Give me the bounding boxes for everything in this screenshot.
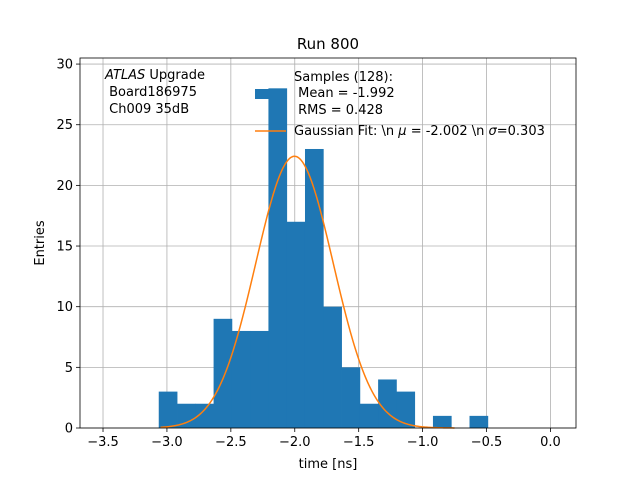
histogram-bar-6 — [268, 88, 288, 428]
histogram-bar-5 — [250, 330, 269, 428]
x-tick-label-7: 0.0 — [540, 435, 561, 450]
x-tick-label-0: −3.5 — [87, 435, 119, 450]
gaussian-fit-curve — [160, 155, 455, 429]
x-axis: −3.5 −3.0 −2.5 −2.0 −1.5 −1.0 −0.5 0.0 — [87, 428, 561, 450]
legend-samples-line-3: RMS = 0.428 — [294, 103, 383, 118]
histogram-bars — [158, 88, 489, 428]
x-axis-label: time [ns] — [299, 457, 358, 472]
histogram-bar-9 — [323, 306, 342, 428]
legend-samples-line-2: Mean = -1.992 — [294, 86, 395, 101]
legend-samples-swatch — [255, 89, 286, 99]
y-tick-label-4: 20 — [56, 179, 73, 194]
histogram-bar-13 — [396, 391, 416, 428]
y-tick-label-3: 15 — [56, 240, 73, 255]
chart-title: Run 800 — [297, 35, 359, 53]
legend: Samples (128): Mean = -1.992 RMS = 0.428… — [255, 70, 545, 139]
plot-area-frame — [79, 57, 577, 429]
y-axis-label: Entries — [33, 220, 48, 266]
atlas-annotation: ATLAS Upgrade Board186975 Ch009 35dB — [104, 68, 205, 117]
annotation-line-2: Board186975 — [105, 85, 197, 100]
y-tick-label-0: 0 — [65, 422, 73, 437]
y-tick-label-1: 5 — [65, 361, 73, 376]
x-tick-label-6: −0.5 — [471, 435, 503, 450]
x-tick-label-2: −2.5 — [215, 435, 247, 450]
histogram-bar-11 — [359, 403, 379, 428]
legend-fit-mid: = -2.002 \n — [407, 124, 489, 139]
x-tick-label-3: −2.0 — [279, 435, 311, 450]
atlas-italic-label: ATLAS — [104, 68, 145, 83]
annotation-upgrade: Upgrade — [145, 68, 205, 83]
histogram-bar-3 — [213, 318, 233, 428]
histogram-bar-12 — [378, 379, 397, 428]
y-tick-label-6: 30 — [56, 58, 73, 73]
histogram-bar-1 — [177, 403, 196, 428]
histogram-bar-15 — [432, 415, 452, 428]
annotation-line-3: Ch009 35dB — [105, 102, 189, 117]
legend-fit-suffix: =0.303 — [497, 124, 545, 139]
y-axis: 0 5 10 15 20 25 30 — [56, 58, 80, 437]
legend-fit-sigma: σ — [489, 124, 498, 139]
legend-fit-prefix: Gaussian Fit: \n — [294, 124, 398, 139]
histogram-bar-7 — [286, 221, 306, 428]
legend-fit-mu: μ — [397, 124, 406, 139]
y-tick-label-2: 10 — [56, 300, 73, 315]
histogram-bar-4 — [231, 330, 251, 428]
annotation-line-1: ATLAS Upgrade — [104, 68, 205, 83]
legend-fit-label: Gaussian Fit: \n μ = -2.002 \n σ=0.303 — [294, 124, 545, 139]
x-tick-label-4: −1.5 — [343, 435, 375, 450]
histogram-bar-2 — [195, 403, 214, 428]
x-tick-label-1: −3.0 — [151, 435, 183, 450]
x-tick-label-5: −1.0 — [407, 435, 439, 450]
histogram-bar-0 — [158, 391, 178, 428]
histogram-bar-17 — [469, 415, 489, 428]
histogram-bar-8 — [304, 148, 324, 428]
legend-samples-line-1: Samples (128): — [294, 70, 393, 85]
y-tick-label-5: 25 — [56, 118, 73, 133]
histogram-bar-10 — [341, 367, 361, 428]
